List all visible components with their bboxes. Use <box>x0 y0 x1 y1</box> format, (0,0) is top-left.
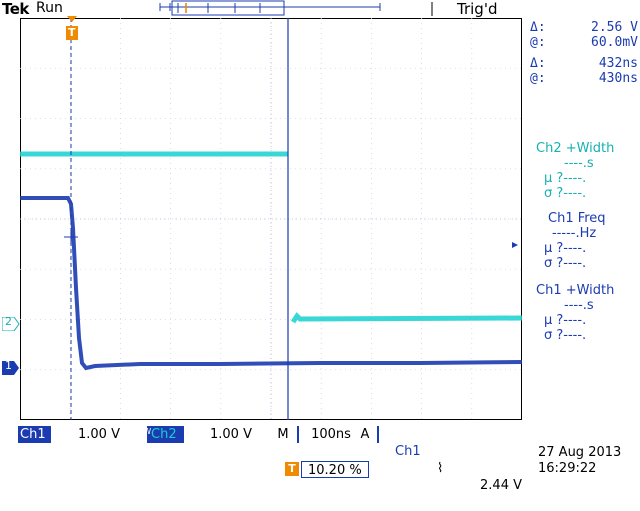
measurement-ch2-width[interactable]: Ch2 +Width ----.s µ ?----. σ ?----. <box>536 141 636 201</box>
delta-v-label: Δ: <box>530 20 546 35</box>
cursor-readout: Δ: 2.56 V @: 60.0mV Δ: 432ns @: 430ns <box>530 20 638 86</box>
status-bar: Ch1 1.00 V BW Ch2 1.00 V M 100ns A Ch1 ⌇… <box>18 426 526 493</box>
delta-t-value: 432ns <box>598 56 638 71</box>
ch1-label[interactable]: Ch1 <box>20 427 46 442</box>
waveform-display[interactable] <box>20 18 522 420</box>
measurement-value: ----.s <box>564 156 594 171</box>
measurement-mean: µ ?----. <box>544 313 587 328</box>
trigger-position-value: 10.20 % <box>301 461 369 478</box>
at-v-label: @: <box>530 35 546 50</box>
acquisition-mode: A <box>353 426 377 443</box>
measurement-ch1-freq[interactable]: Ch1 Freq -----.Hz µ ?----. σ ?----. <box>544 211 638 271</box>
ch1-marker-icon <box>2 361 19 375</box>
at-t-value: 430ns <box>598 71 638 86</box>
measurement-value: ----.s <box>564 298 594 313</box>
delta-v-value: 2.56 V <box>591 20 638 35</box>
ch1-marker-label: 1 <box>5 359 12 372</box>
cursor-readout-row: Δ: 432ns <box>530 56 638 71</box>
time-display: 16:29:22 <box>538 461 597 476</box>
measurement-value: -----.Hz <box>552 226 597 241</box>
measurement-sigma: σ ?----. <box>544 328 587 343</box>
trigger-marker-label: T <box>68 26 76 39</box>
ch2-marker-label: 2 <box>5 315 12 328</box>
cursor-readout-row: @: 430ns <box>530 71 638 86</box>
measurement-ch1-width[interactable]: Ch1 +Width ----.s µ ?----. σ ?----. <box>536 283 636 343</box>
ch2-waveform-low <box>290 312 522 324</box>
measurement-title: Ch2 +Width <box>536 141 615 156</box>
date-display: 27 Aug 2013 <box>538 445 622 460</box>
run-status: Run <box>36 0 63 16</box>
ch2-label[interactable]: Ch2 <box>151 427 177 442</box>
at-t-label: @: <box>530 71 546 86</box>
ch1-ground-marker[interactable]: 1 <box>2 359 20 375</box>
measurement-mean: µ ?----. <box>544 171 587 186</box>
ch2-marker-icon <box>1 316 20 332</box>
bandwidth-limit-icon: BW <box>138 427 152 436</box>
trigger-source: Ch1 <box>395 444 421 459</box>
measurement-title: Ch1 Freq <box>548 211 606 226</box>
timebase-mode: M <box>269 426 297 443</box>
trigger-settings[interactable]: Ch1 ⌇ 2.44 V <box>379 426 526 493</box>
ch2-ground-marker[interactable]: 2 <box>1 315 20 332</box>
cursor-readout-row: Δ: 2.56 V <box>530 20 638 35</box>
record-view-bar[interactable] <box>150 0 590 18</box>
cursor-readout-row: @: 60.0mV <box>530 35 638 50</box>
measurement-title: Ch1 +Width <box>536 283 615 298</box>
trigger-status: Trig'd <box>457 0 498 18</box>
at-v-value: 60.0mV <box>591 35 638 50</box>
timebase-scale[interactable]: 100ns <box>299 426 363 443</box>
brand-logo: Tek <box>2 0 29 18</box>
measurement-mean: µ ?----. <box>544 241 587 256</box>
measurement-sigma: σ ?----. <box>544 256 587 271</box>
measurement-sigma: σ ?----. <box>544 186 587 201</box>
trigger-marker-icon <box>66 16 78 40</box>
ch1-scale[interactable]: 1.00 V <box>51 426 147 443</box>
ch2-scale[interactable]: 1.00 V <box>184 426 278 443</box>
trigger-slope-icon: ⌇ <box>437 461 444 476</box>
trigger-position-marker[interactable]: T <box>65 16 79 42</box>
delta-t-label: Δ: <box>530 56 546 71</box>
trigger-level-arrow-icon[interactable] <box>512 242 518 248</box>
trigger-position-icon: T <box>285 462 299 476</box>
